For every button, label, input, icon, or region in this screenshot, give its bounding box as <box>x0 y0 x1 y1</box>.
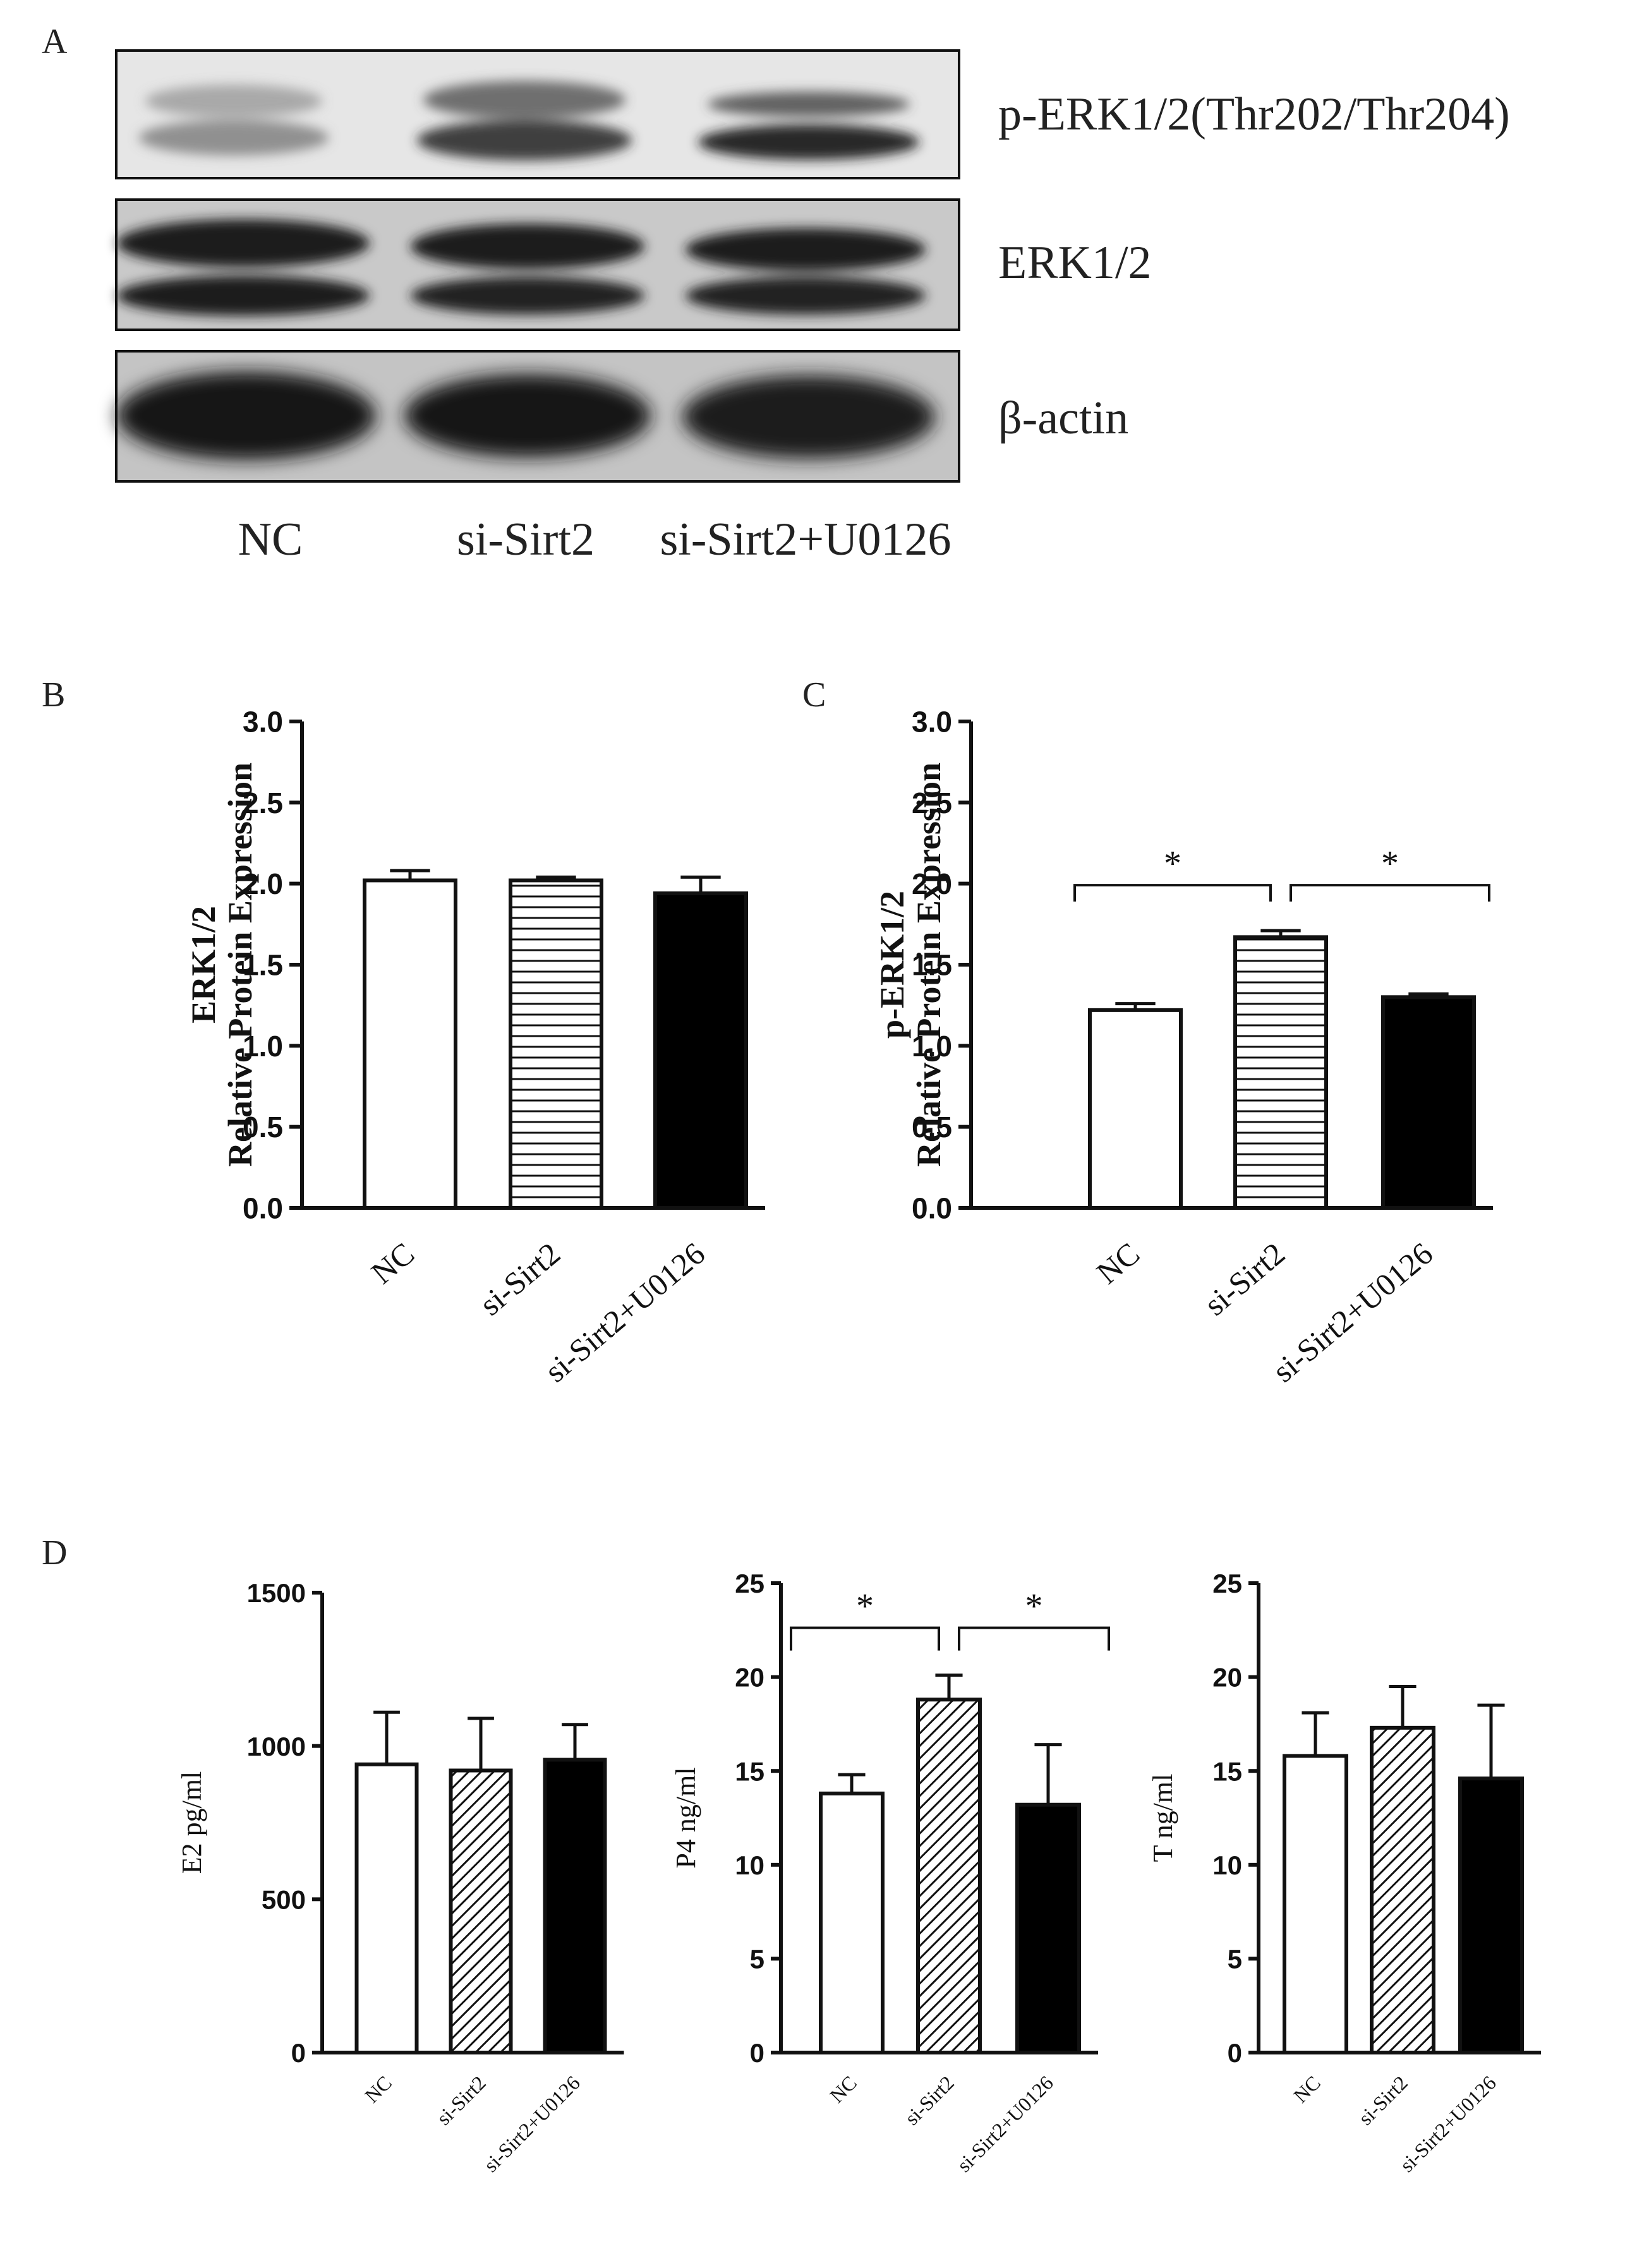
y-tick-label: 500 <box>262 1885 306 1914</box>
blot-strip-erk <box>115 198 960 331</box>
y-tick-label: 1.0 <box>912 1030 952 1063</box>
y-tick-label: 2.0 <box>243 867 283 900</box>
y-axis-label: E2 pg/ml <box>176 1771 207 1874</box>
blot-label-beta-actin: β-actin <box>998 392 1128 444</box>
category-label: si-Sirt2 <box>1197 1236 1291 1323</box>
y-tick-label: 0.0 <box>912 1192 952 1225</box>
category-label: NC <box>1289 2071 1325 2107</box>
bar <box>1458 1776 1524 2054</box>
significance-star: * <box>856 1587 874 1626</box>
bar <box>1283 1754 1348 2055</box>
category-label: NC <box>360 2071 396 2107</box>
category-label: si-Sirt2 <box>473 1236 567 1323</box>
panel-label-b: B <box>42 675 65 715</box>
blot-strip-p-erk <box>115 49 960 179</box>
significance-star: * <box>1025 1587 1043 1626</box>
y-tick-label: 25 <box>735 1569 764 1598</box>
y-axis-label: P4 ng/ml <box>670 1767 701 1868</box>
western-blot: p-ERK1/2(Thr202/Thr204) ERK1/2 β-actin N… <box>115 49 1510 565</box>
bar <box>1381 995 1476 1210</box>
category-label: si-Sirt2+U0126 <box>1266 1236 1439 1389</box>
significance-bracket <box>1290 884 1490 902</box>
significance-bracket <box>958 1626 1110 1651</box>
y-tick-label: 3.0 <box>243 706 283 739</box>
lane-label-si-sirt2-u0126: si-Sirt2+U0126 <box>660 514 951 565</box>
bar <box>1370 1725 1435 2054</box>
bar <box>819 1791 885 2054</box>
y-tick-label: 1.0 <box>243 1030 283 1063</box>
bar <box>1015 1802 1081 2055</box>
y-tick-label: 0.0 <box>243 1192 283 1225</box>
y-tick-label: 25 <box>1212 1569 1242 1598</box>
category-label: si-Sirt2+U0126 <box>538 1236 711 1389</box>
bar <box>543 1758 607 2054</box>
panel-label-d: D <box>42 1533 67 1572</box>
blot-label-erk: ERK1/2 <box>998 237 1152 289</box>
y-axis-label: Relative Protein Expression <box>221 763 259 1167</box>
significance-star: * <box>1164 844 1181 883</box>
y-axis-label: p-ERK1/2 <box>873 891 911 1039</box>
y-tick-label: 0 <box>1228 2038 1242 2068</box>
y-tick-label: 0.5 <box>912 1111 952 1143</box>
y-tick-label: 2.0 <box>912 867 952 900</box>
category-label: NC <box>1090 1236 1146 1291</box>
bar <box>363 878 457 1210</box>
y-tick-label: 20 <box>735 1663 764 1692</box>
y-tick-label: 2.5 <box>912 787 952 819</box>
blot-label-p-erk: p-ERK1/2(Thr202/Thr204) <box>998 88 1510 140</box>
category-label: si-Sirt2+U0126 <box>480 2071 584 2176</box>
y-axis-label: Relative Protein Expression <box>910 763 948 1167</box>
y-tick-label: 1000 <box>247 1732 306 1761</box>
y-tick-label: 15 <box>1212 1756 1242 1786</box>
y-axis-label: ERK1/2 <box>184 906 222 1023</box>
category-label: si-Sirt2 <box>900 2071 958 2129</box>
y-tick-label: 1.5 <box>912 949 952 982</box>
y-tick-label: 1.5 <box>243 949 283 982</box>
chart-p-erk-expression: 0.0 0.5 1.0 1.5 2.0 2.5 3.0 NC si-Sirt2si-Sirt2+… <box>873 706 1493 1389</box>
significance-star: * <box>1381 844 1399 883</box>
y-tick-label: 2.5 <box>243 787 283 819</box>
bar <box>653 891 748 1210</box>
bar <box>1088 1008 1183 1210</box>
category-label: NC <box>365 1236 421 1291</box>
bar <box>1233 935 1328 1210</box>
panel-label-c: C <box>802 675 826 715</box>
lane-label-si-sirt2: si-Sirt2 <box>457 514 595 565</box>
blot-strip-beta-actin <box>115 350 960 483</box>
y-tick-label: 0 <box>750 2038 764 2068</box>
bar <box>916 1698 982 2054</box>
significance-bracket <box>790 1626 940 1651</box>
y-tick-label: 0 <box>291 2038 306 2068</box>
y-tick-label: 5 <box>1228 1945 1242 1974</box>
bar <box>449 1768 513 2055</box>
lane-label-nc: NC <box>238 514 303 565</box>
y-tick-label: 0.5 <box>243 1111 283 1143</box>
bar <box>509 878 603 1210</box>
bar <box>354 1762 419 2054</box>
y-tick-label: 5 <box>750 1945 764 1974</box>
category-label: NC <box>825 2071 861 2107</box>
category-label: si-Sirt2+U0126 <box>953 2071 1058 2176</box>
y-tick-label: 10 <box>1212 1850 1242 1880</box>
y-tick-label: 10 <box>735 1850 764 1880</box>
panel-label-a: A <box>42 22 68 61</box>
y-tick-label: 20 <box>1212 1663 1242 1692</box>
y-axis-label: T ng/ml <box>1147 1774 1178 1862</box>
y-tick-label: 15 <box>735 1756 764 1786</box>
significance-bracket <box>1073 884 1272 902</box>
y-tick-label: 3.0 <box>912 706 952 739</box>
chart-erk-expression: 0.0 0.5 1.0 1.5 2.0 2.5 3.0 NC si-Sirt2si-Sirt2+… <box>184 706 765 1389</box>
y-tick-label: 1500 <box>247 1578 306 1608</box>
category-label: si-Sirt2 <box>432 2071 490 2129</box>
category-label: si-Sirt2 <box>1354 2071 1412 2129</box>
